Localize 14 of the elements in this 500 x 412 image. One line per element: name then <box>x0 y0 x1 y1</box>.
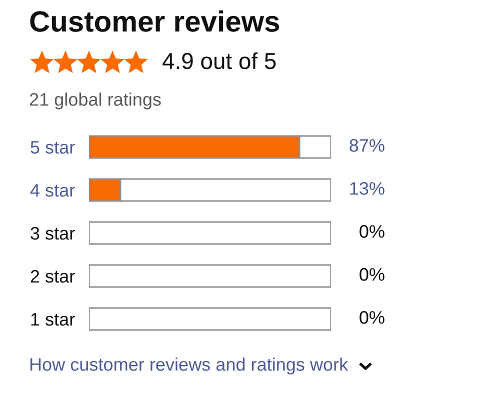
y-tick-label: 4 star <box>30 184 75 197</box>
data-label: 13% <box>350 182 384 195</box>
chart-title: Customer reviews <box>30 10 280 32</box>
data-label: 0% <box>360 268 384 281</box>
data-label: 0% <box>360 311 384 324</box>
y-tick-label: 1 star <box>31 313 75 326</box>
data-label: 87% <box>350 139 384 152</box>
y-tick-label: 5 star <box>30 141 75 154</box>
data-label: 0% <box>360 225 384 238</box>
chart-subtitle: 4.9 out of 5 <box>162 52 276 70</box>
text: How customer reviews and ratings work <box>30 358 348 374</box>
y-tick-label: 2 star <box>30 270 75 283</box>
y-tick-label: 3 star <box>30 226 75 240</box>
text: 21 global ratings <box>30 92 161 110</box>
